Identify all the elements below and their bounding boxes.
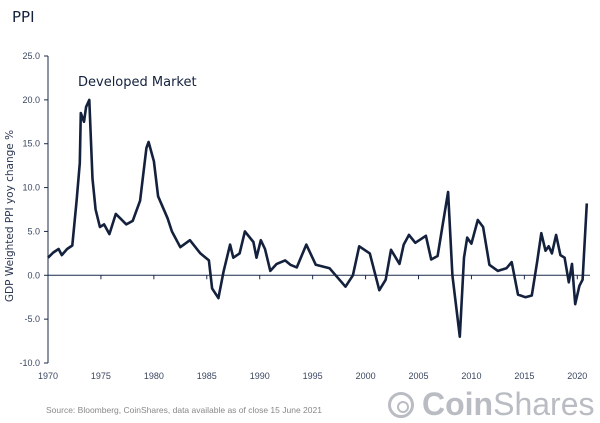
x-tick-label: 1990 xyxy=(250,371,270,381)
x-tick-label: 1980 xyxy=(144,371,164,381)
x-tick-label: 2015 xyxy=(514,371,534,381)
y-axis: 25.0 20.0 15.0 10.0 5.0 0.0 -5.0 -10.0 xyxy=(19,51,49,368)
y-tick-label: -5.0 xyxy=(24,314,40,324)
x-tick-label: 1995 xyxy=(303,371,323,381)
x-tick-label: 2000 xyxy=(356,371,376,381)
x-tick-label: 1975 xyxy=(91,371,111,381)
y-tick-label: 20.0 xyxy=(22,95,40,105)
x-tick-label: 1970 xyxy=(38,371,58,381)
y-tick-label: 0.0 xyxy=(27,270,40,280)
x-tick-label: 2010 xyxy=(461,371,481,381)
logo-text-bold: Coin xyxy=(422,386,494,422)
x-tick-label: 2020 xyxy=(567,371,587,381)
ppi-line-chart: 25.0 20.0 15.0 10.0 5.0 0.0 -5.0 -10.0 1970 1975… xyxy=(4,51,590,381)
series-line-developed-market xyxy=(47,98,589,338)
coinshares-logo: Coin Shares xyxy=(388,386,594,423)
y-tick-label: 5.0 xyxy=(27,226,40,236)
y-tick-label: -10.0 xyxy=(19,358,40,368)
page-title: PPI xyxy=(12,8,35,26)
y-tick-label: 25.0 xyxy=(22,51,40,61)
source-note: Source: Bloomberg, CoinShares, data avai… xyxy=(46,405,322,415)
x-axis: 1970 1975 1980 1985 1990 1995 2000 2005 2010 2015… xyxy=(38,274,590,381)
astronaut-helmet-icon xyxy=(388,391,414,418)
y-tick-label: 15.0 xyxy=(22,139,40,149)
y-tick-label: 10.0 xyxy=(22,183,40,193)
x-tick-label: 1985 xyxy=(197,371,217,381)
logo-text-regular: Shares xyxy=(493,386,595,422)
x-tick-label: 2005 xyxy=(408,371,428,381)
series-annotation: Developed Market xyxy=(78,75,197,90)
y-axis-label: GDP Weighted PPI yoy change % xyxy=(4,130,16,302)
